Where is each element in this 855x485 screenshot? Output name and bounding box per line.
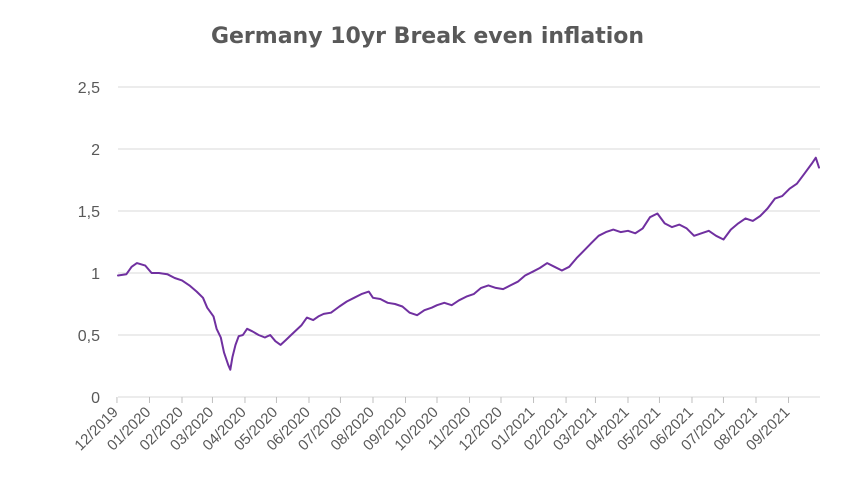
y-tick-label: 2,5 [78, 80, 100, 97]
y-tick-label: 0 [91, 390, 100, 407]
y-tick-label: 1,5 [78, 204, 100, 221]
y-tick-label: 1 [91, 266, 100, 283]
chart-title: Germany 10yr Break even inflation [210, 24, 645, 49]
y-tick-label: 0,5 [78, 328, 100, 345]
series-line [117, 156, 820, 371]
y-tick-label: 2 [91, 142, 100, 159]
